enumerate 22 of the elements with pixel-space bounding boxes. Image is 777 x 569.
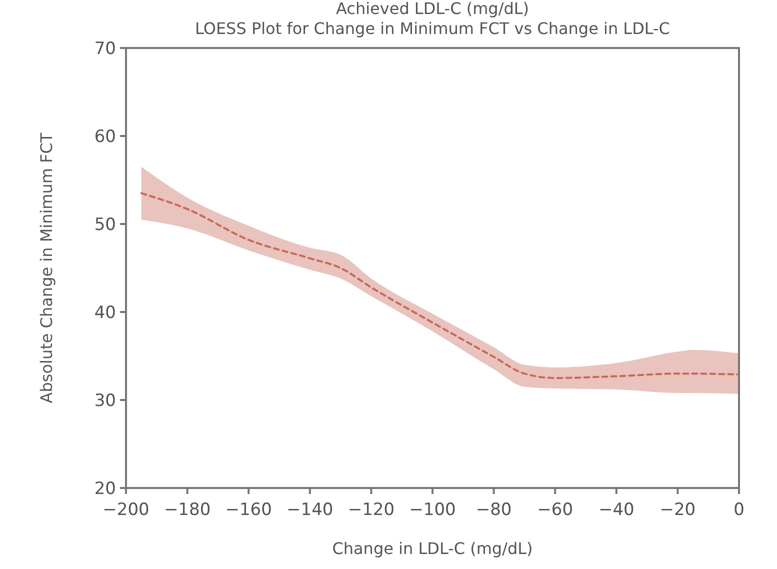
y-axis-title: Absolute Change in Minimum FCT xyxy=(37,132,56,404)
x-tick-label: −180 xyxy=(164,500,211,520)
x-tick-label: −100 xyxy=(409,500,456,520)
x-tick-label: −80 xyxy=(476,500,512,520)
x-tick-label: −140 xyxy=(286,500,334,520)
chart-title: Achieved LDL-C (mg/dL) xyxy=(336,0,530,18)
x-tick-label: −20 xyxy=(660,500,696,520)
chart-subtitle: LOESS Plot for Change in Minimum FCT vs Change in LDL-C xyxy=(195,19,670,38)
x-tick-label: 0 xyxy=(734,500,744,520)
y-tick-label: 20 xyxy=(94,478,116,499)
y-tick-label: 40 xyxy=(94,302,116,323)
y-tick-label: 50 xyxy=(94,214,116,235)
x-tick-label: −120 xyxy=(348,500,395,520)
line-series xyxy=(140,192,740,379)
y-tick-label: 70 xyxy=(94,38,116,59)
y-tick-label: 30 xyxy=(94,390,116,411)
x-axis-title: Change in LDL-C (mg/dL) xyxy=(332,539,533,558)
y-tick-label: 60 xyxy=(94,126,116,147)
x-tick-label: −160 xyxy=(225,500,272,520)
x-tick-label: −200 xyxy=(102,500,150,520)
x-tick-label: −40 xyxy=(598,500,634,520)
x-tick-label: −60 xyxy=(537,500,574,520)
